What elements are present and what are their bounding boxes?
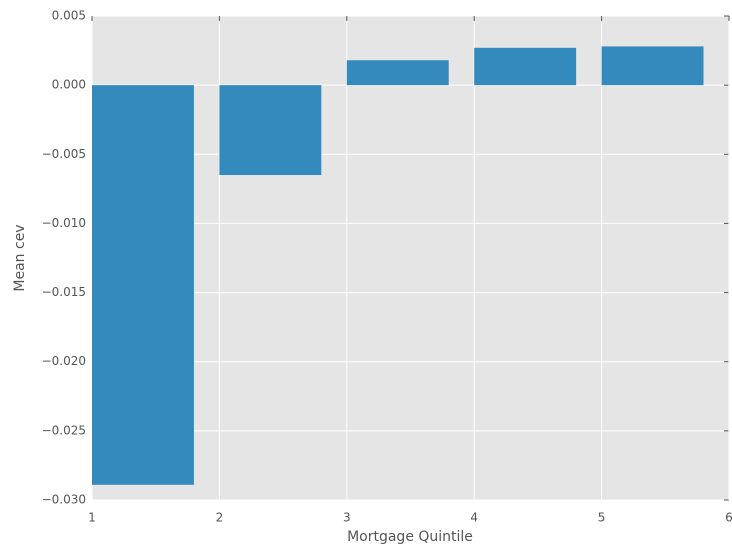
plot-area [92, 16, 729, 500]
x-tick-label: 5 [598, 511, 606, 525]
x-tick-label: 4 [470, 511, 478, 525]
bar [346, 60, 449, 86]
y-tick-label: −0.010 [42, 216, 86, 230]
x-tick-label: 1 [88, 511, 96, 525]
y-tick-label: −0.005 [42, 147, 86, 161]
y-tick-label: 0.005 [52, 9, 86, 23]
y-tick-label: −0.030 [42, 493, 86, 507]
bar [474, 47, 577, 86]
y-axis-label: Mean cev [12, 224, 28, 291]
bar [219, 85, 322, 176]
y-tick-label: −0.020 [42, 354, 86, 368]
bar [601, 46, 704, 86]
y-tick-label: −0.015 [42, 285, 86, 299]
x-tick-label: 2 [216, 511, 224, 525]
x-tick-label: 6 [725, 511, 732, 525]
x-axis-label: Mortgage Quintile [347, 529, 473, 545]
bar [92, 85, 194, 485]
y-tick-label: −0.025 [42, 423, 86, 437]
x-tick-label: 3 [343, 511, 351, 525]
y-tick-label: 0.000 [52, 78, 86, 92]
